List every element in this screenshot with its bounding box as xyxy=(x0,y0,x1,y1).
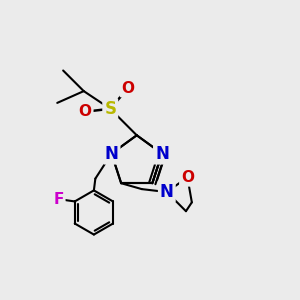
Text: F: F xyxy=(53,193,64,208)
Text: N: N xyxy=(105,145,118,163)
Text: O: O xyxy=(122,81,134,96)
Text: O: O xyxy=(79,104,92,119)
Text: S: S xyxy=(104,100,116,118)
Text: O: O xyxy=(181,170,194,185)
Text: N: N xyxy=(160,183,174,201)
Text: N: N xyxy=(155,145,169,163)
